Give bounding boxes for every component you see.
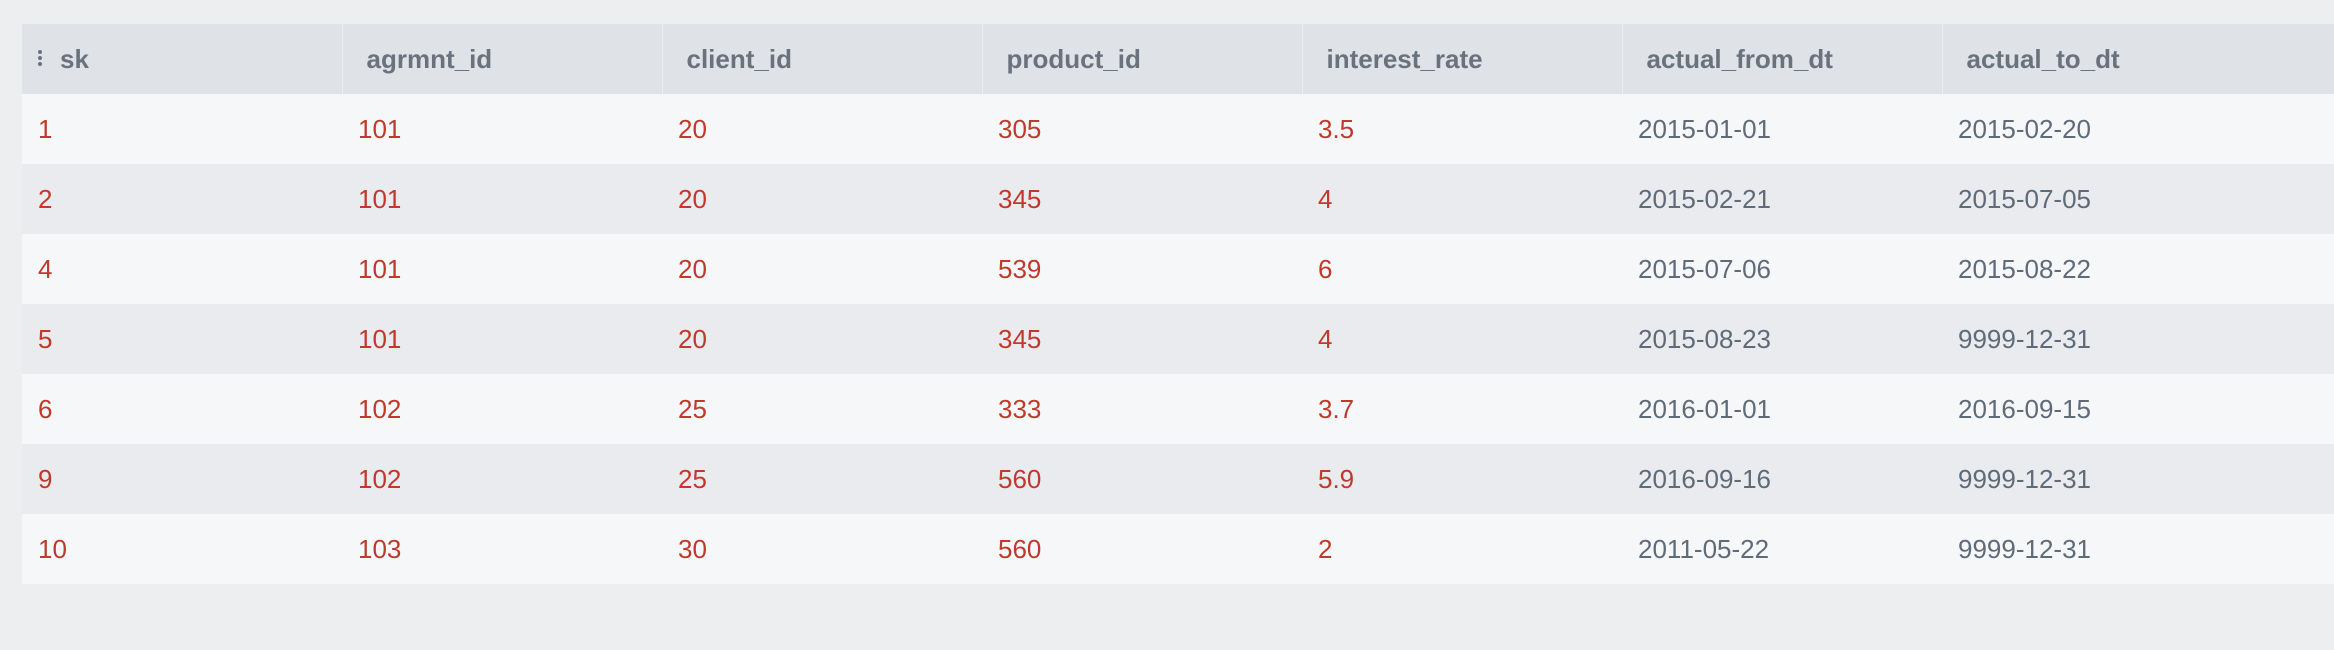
cell-product-id[interactable]: 345 bbox=[982, 164, 1302, 234]
table-row[interactable]: 9 102 25 560 5.9 2016-09-16 9999-12-31 bbox=[22, 444, 2334, 514]
cell-sk[interactable]: 9 bbox=[22, 444, 342, 514]
table-row[interactable]: 5 101 20 345 4 2015-08-23 9999-12-31 bbox=[22, 304, 2334, 374]
cell-client-id[interactable]: 30 bbox=[662, 514, 982, 584]
cell-client-id[interactable]: 25 bbox=[662, 444, 982, 514]
cell-sk[interactable]: 4 bbox=[22, 234, 342, 304]
column-header-label: actual_to_dt bbox=[1966, 43, 2120, 74]
column-header-label: client_id bbox=[686, 43, 792, 74]
cell-agrmnt-id[interactable]: 101 bbox=[342, 234, 662, 304]
cell-client-id[interactable]: 20 bbox=[662, 304, 982, 374]
column-header-label: product_id bbox=[1006, 43, 1141, 74]
cell-sk[interactable]: 2 bbox=[22, 164, 342, 234]
cell-actual-to-dt[interactable]: 2015-02-20 bbox=[1942, 94, 2334, 164]
cell-actual-to-dt[interactable]: 9999-12-31 bbox=[1942, 444, 2334, 514]
cell-sk[interactable]: 6 bbox=[22, 374, 342, 444]
cell-interest-rate[interactable]: 2 bbox=[1302, 514, 1622, 584]
table-row[interactable]: 4 101 20 539 6 2015-07-06 2015-08-22 bbox=[22, 234, 2334, 304]
cell-agrmnt-id[interactable]: 102 bbox=[342, 374, 662, 444]
cell-product-id[interactable]: 560 bbox=[982, 514, 1302, 584]
column-header-label: sk bbox=[60, 43, 89, 74]
cell-actual-to-dt[interactable]: 9999-12-31 bbox=[1942, 514, 2334, 584]
cell-actual-from-dt[interactable]: 2015-01-01 bbox=[1622, 94, 1942, 164]
cell-actual-from-dt[interactable]: 2016-01-01 bbox=[1622, 374, 1942, 444]
cell-actual-from-dt[interactable]: 2015-02-21 bbox=[1622, 164, 1942, 234]
cell-agrmnt-id[interactable]: 101 bbox=[342, 164, 662, 234]
cell-agrmnt-id[interactable]: 101 bbox=[342, 304, 662, 374]
cell-interest-rate[interactable]: 4 bbox=[1302, 304, 1622, 374]
cell-actual-to-dt[interactable]: 2015-07-05 bbox=[1942, 164, 2334, 234]
cell-interest-rate[interactable]: 4 bbox=[1302, 164, 1622, 234]
table-row[interactable]: 10 103 30 560 2 2011-05-22 9999-12-31 bbox=[22, 514, 2334, 584]
cell-client-id[interactable]: 20 bbox=[662, 94, 982, 164]
cell-product-id[interactable]: 560 bbox=[982, 444, 1302, 514]
header-row: sk agrmnt_id client_id product_id intere… bbox=[22, 24, 2334, 94]
cell-actual-from-dt[interactable]: 2015-07-06 bbox=[1622, 234, 1942, 304]
column-header-actual-from-dt[interactable]: actual_from_dt bbox=[1622, 24, 1943, 94]
cell-interest-rate[interactable]: 5.9 bbox=[1302, 444, 1622, 514]
cell-product-id[interactable]: 539 bbox=[982, 234, 1302, 304]
cell-actual-from-dt[interactable]: 2011-05-22 bbox=[1622, 514, 1942, 584]
column-header-interest-rate[interactable]: interest_rate bbox=[1302, 24, 1623, 94]
column-header-client-id[interactable]: client_id bbox=[662, 24, 983, 94]
cell-sk[interactable]: 10 bbox=[22, 514, 342, 584]
results-table: sk agrmnt_id client_id product_id intere… bbox=[22, 24, 2334, 584]
cell-product-id[interactable]: 305 bbox=[982, 94, 1302, 164]
cell-product-id[interactable]: 333 bbox=[982, 374, 1302, 444]
cell-actual-to-dt[interactable]: 9999-12-31 bbox=[1942, 304, 2334, 374]
column-header-actual-to-dt[interactable]: actual_to_dt bbox=[1942, 24, 2334, 94]
cell-client-id[interactable]: 25 bbox=[662, 374, 982, 444]
table-row[interactable]: 6 102 25 333 3.7 2016-01-01 2016-09-15 bbox=[22, 374, 2334, 444]
drag-handle-icon[interactable] bbox=[34, 48, 46, 68]
column-header-agrmnt-id[interactable]: agrmnt_id bbox=[342, 24, 663, 94]
table-row[interactable]: 2 101 20 345 4 2015-02-21 2015-07-05 bbox=[22, 164, 2334, 234]
cell-agrmnt-id[interactable]: 101 bbox=[342, 94, 662, 164]
cell-agrmnt-id[interactable]: 102 bbox=[342, 444, 662, 514]
column-header-label: interest_rate bbox=[1326, 43, 1483, 74]
table-row[interactable]: 1 101 20 305 3.5 2015-01-01 2015-02-20 bbox=[22, 94, 2334, 164]
cell-sk[interactable]: 5 bbox=[22, 304, 342, 374]
results-table-container: sk agrmnt_id client_id product_id intere… bbox=[22, 24, 2334, 584]
cell-client-id[interactable]: 20 bbox=[662, 164, 982, 234]
column-header-label: agrmnt_id bbox=[366, 43, 493, 74]
table-body: 1 101 20 305 3.5 2015-01-01 2015-02-20 2… bbox=[22, 94, 2334, 584]
column-header-label: actual_from_dt bbox=[1646, 43, 1833, 74]
cell-interest-rate[interactable]: 3.5 bbox=[1302, 94, 1622, 164]
column-header-product-id[interactable]: product_id bbox=[982, 24, 1303, 94]
cell-interest-rate[interactable]: 3.7 bbox=[1302, 374, 1622, 444]
table-header: sk agrmnt_id client_id product_id intere… bbox=[22, 24, 2334, 94]
cell-client-id[interactable]: 20 bbox=[662, 234, 982, 304]
cell-actual-from-dt[interactable]: 2016-09-16 bbox=[1622, 444, 1942, 514]
cell-sk[interactable]: 1 bbox=[22, 94, 342, 164]
cell-actual-to-dt[interactable]: 2016-09-15 bbox=[1942, 374, 2334, 444]
cell-actual-from-dt[interactable]: 2015-08-23 bbox=[1622, 304, 1942, 374]
cell-agrmnt-id[interactable]: 103 bbox=[342, 514, 662, 584]
column-header-sk[interactable]: sk bbox=[22, 24, 343, 94]
cell-interest-rate[interactable]: 6 bbox=[1302, 234, 1622, 304]
cell-product-id[interactable]: 345 bbox=[982, 304, 1302, 374]
cell-actual-to-dt[interactable]: 2015-08-22 bbox=[1942, 234, 2334, 304]
